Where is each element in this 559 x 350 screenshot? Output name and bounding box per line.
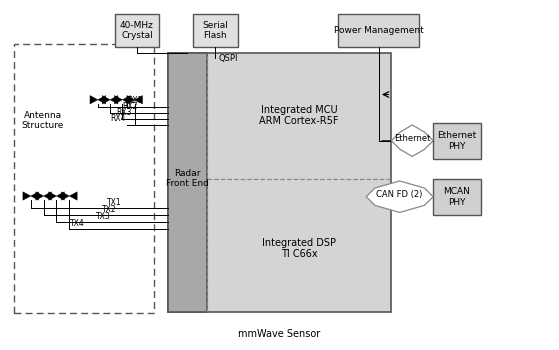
Polygon shape [110, 96, 118, 104]
FancyBboxPatch shape [115, 14, 159, 47]
Text: Radar
Front End: Radar Front End [166, 169, 209, 188]
Text: Integrated DSP
TI C66x: Integrated DSP TI C66x [262, 238, 336, 259]
FancyBboxPatch shape [433, 178, 481, 215]
Text: TX4: TX4 [70, 219, 84, 228]
Polygon shape [127, 96, 135, 104]
Text: Integrated MCU
ARM Cortex-R5F: Integrated MCU ARM Cortex-R5F [259, 105, 339, 126]
Text: QSPI: QSPI [218, 54, 238, 63]
Polygon shape [135, 96, 143, 104]
Text: Serial
Flash: Serial Flash [202, 21, 228, 40]
Text: Antenna
Structure: Antenna Structure [22, 111, 64, 131]
Polygon shape [366, 181, 433, 212]
Text: TX1: TX1 [107, 198, 122, 207]
FancyBboxPatch shape [193, 14, 238, 47]
Text: Ethernet
PHY: Ethernet PHY [437, 131, 477, 150]
Polygon shape [49, 192, 56, 200]
Polygon shape [122, 96, 130, 104]
Polygon shape [115, 96, 122, 104]
Text: Power Management: Power Management [334, 26, 424, 35]
Polygon shape [98, 96, 106, 104]
Text: RX4: RX4 [111, 114, 126, 123]
Polygon shape [391, 125, 433, 156]
FancyBboxPatch shape [433, 122, 481, 159]
Polygon shape [61, 192, 69, 200]
Text: mmWave Sensor: mmWave Sensor [238, 329, 321, 339]
Polygon shape [69, 192, 77, 200]
Polygon shape [36, 192, 44, 200]
Polygon shape [23, 192, 31, 200]
Polygon shape [102, 96, 110, 104]
Text: Ethernet: Ethernet [394, 134, 430, 143]
Text: TX2: TX2 [102, 205, 116, 214]
Text: CAN FD (2): CAN FD (2) [377, 190, 423, 199]
Polygon shape [31, 192, 39, 200]
FancyBboxPatch shape [338, 14, 419, 47]
Text: RX2: RX2 [122, 102, 138, 111]
Text: TX3: TX3 [96, 212, 111, 221]
Text: RX1: RX1 [127, 96, 143, 105]
Polygon shape [44, 192, 51, 200]
Text: MCAN
PHY: MCAN PHY [443, 187, 471, 206]
Text: RX3: RX3 [116, 108, 132, 117]
Polygon shape [90, 96, 98, 104]
FancyBboxPatch shape [168, 52, 391, 312]
FancyBboxPatch shape [168, 52, 207, 312]
Text: 40-MHz
Crystal: 40-MHz Crystal [120, 21, 154, 40]
Polygon shape [56, 192, 64, 200]
